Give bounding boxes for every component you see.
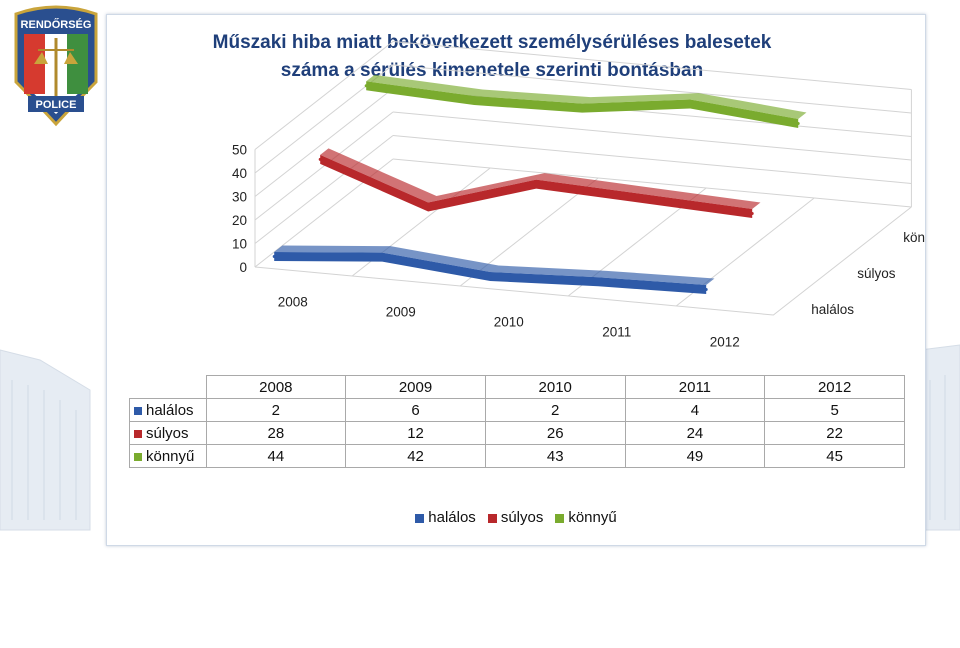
y-tick-label: 10 xyxy=(232,237,247,252)
series-ribbon-top xyxy=(274,245,715,285)
table-cell: 22 xyxy=(764,421,905,445)
table-cell: 5 xyxy=(764,398,905,422)
chart-title-line2: száma a sérülés kimenetele szerinti bont… xyxy=(281,60,703,81)
gridline-side xyxy=(254,41,394,150)
legend-swatch xyxy=(555,513,565,523)
data-point xyxy=(596,280,600,284)
data-point xyxy=(642,197,646,201)
data-point xyxy=(488,275,492,278)
legend-label: könnyű xyxy=(568,509,617,526)
gridline xyxy=(392,135,912,184)
x-tick-label: 2009 xyxy=(386,305,416,320)
x-tick-label: 2008 xyxy=(278,295,308,310)
data-point xyxy=(426,205,430,209)
gridline-side xyxy=(254,88,394,197)
legend-swatch xyxy=(415,513,425,523)
table-header-cell: 2012 xyxy=(764,375,905,399)
series-name: súlyos xyxy=(146,424,189,442)
table-header-cell: 2009 xyxy=(345,375,486,399)
data-point xyxy=(318,157,322,161)
chart-title-line1: Műszaki hiba miatt bekövetkezett személy… xyxy=(213,32,772,53)
y-tick-label: 50 xyxy=(232,143,247,158)
y-tick-label: 0 xyxy=(239,260,247,275)
gridline xyxy=(392,158,912,208)
chart-svg: Műszaki hiba miatt bekövetkezett személy… xyxy=(213,32,925,350)
series-line-2 xyxy=(366,81,799,128)
table-cell: 2 xyxy=(205,398,347,422)
logo-bottom-text: POLICE xyxy=(36,99,77,111)
depth-label: halálos xyxy=(811,302,854,317)
table-cell: 4 xyxy=(624,398,766,422)
gridline xyxy=(392,64,912,114)
series-swatch xyxy=(134,429,142,438)
series-name: halálos xyxy=(146,401,194,419)
table-cell: 24 xyxy=(624,421,766,445)
gridline-side xyxy=(254,135,394,244)
table-row: súlyos 28 12 26 24 22 xyxy=(129,421,905,445)
table-row-header: könnyű xyxy=(129,444,207,468)
legend-item: könnyű xyxy=(555,509,617,526)
table-row: halálos 2 6 2 4 5 xyxy=(129,398,905,422)
table-row: könnyű 44 42 43 49 45 xyxy=(129,444,905,468)
data-point xyxy=(704,287,708,291)
data-point xyxy=(796,121,800,125)
table-row-header: súlyos xyxy=(129,421,207,445)
gridline xyxy=(392,111,912,161)
series-swatch xyxy=(134,406,142,415)
table-cell: 12 xyxy=(345,421,486,445)
data-point xyxy=(380,255,384,259)
data-point xyxy=(472,99,476,102)
table-cell: 2 xyxy=(484,398,626,422)
table-header-row: 2008 2009 2010 2011 2012 xyxy=(129,375,905,399)
data-point xyxy=(580,106,584,110)
table-header-cell: 2010 xyxy=(484,375,626,399)
data-point xyxy=(272,255,276,258)
police-logo: RENDŐRSÉG POLICE xyxy=(14,5,98,127)
series-line-1 xyxy=(320,154,753,218)
y-tick-label: 30 xyxy=(232,190,247,205)
legend-label: súlyos xyxy=(500,509,544,526)
chart-area: Műszaki hiba miatt bekövetkezett személy… xyxy=(106,14,926,546)
gridline-side xyxy=(254,111,394,221)
series-line-0 xyxy=(274,252,707,294)
legend-label: halálos xyxy=(428,509,476,526)
legend: halálos súlyos könnyű xyxy=(107,509,925,526)
x-tick-label: 2010 xyxy=(494,315,524,330)
table-cell: 28 xyxy=(205,421,347,445)
x-tick-label: 2012 xyxy=(710,335,740,350)
gridline xyxy=(392,41,912,90)
depth-label: könnyű xyxy=(903,230,925,245)
y-tick-label: 20 xyxy=(232,213,247,228)
data-point xyxy=(750,212,754,215)
legend-item: súlyos xyxy=(487,509,544,526)
table-header-cell: 2008 xyxy=(205,375,347,399)
table-cell: 26 xyxy=(484,421,626,445)
table-cell: 43 xyxy=(484,444,626,468)
table-cell: 45 xyxy=(764,444,905,468)
data-point xyxy=(534,182,538,186)
legend-item: halálos xyxy=(415,509,476,526)
logo-top-text: RENDŐRSÉG xyxy=(21,18,92,31)
floor-edge xyxy=(254,206,912,316)
series-name: könnyű xyxy=(146,447,195,465)
table-row-header: halálos xyxy=(129,398,207,422)
table-cell: 6 xyxy=(345,398,486,422)
data-table: 2008 2009 2010 2011 2012 halálos 2 6 2 4 5 súlyos 28… xyxy=(129,375,905,468)
y-tick-label: 40 xyxy=(232,166,247,181)
data-point xyxy=(364,84,368,88)
legend-swatch xyxy=(487,513,497,523)
table-cell: 44 xyxy=(205,444,347,468)
table-corner xyxy=(129,375,207,399)
depth-label: súlyos xyxy=(857,266,896,281)
series-ribbon-top xyxy=(366,74,807,119)
table-header-cell: 2011 xyxy=(624,375,766,399)
data-point xyxy=(688,102,692,106)
x-tick-label: 2011 xyxy=(602,325,631,340)
series-ribbon-top xyxy=(320,148,761,209)
series-swatch xyxy=(134,452,142,461)
table-cell: 42 xyxy=(345,444,486,468)
table-cell: 49 xyxy=(624,444,766,468)
